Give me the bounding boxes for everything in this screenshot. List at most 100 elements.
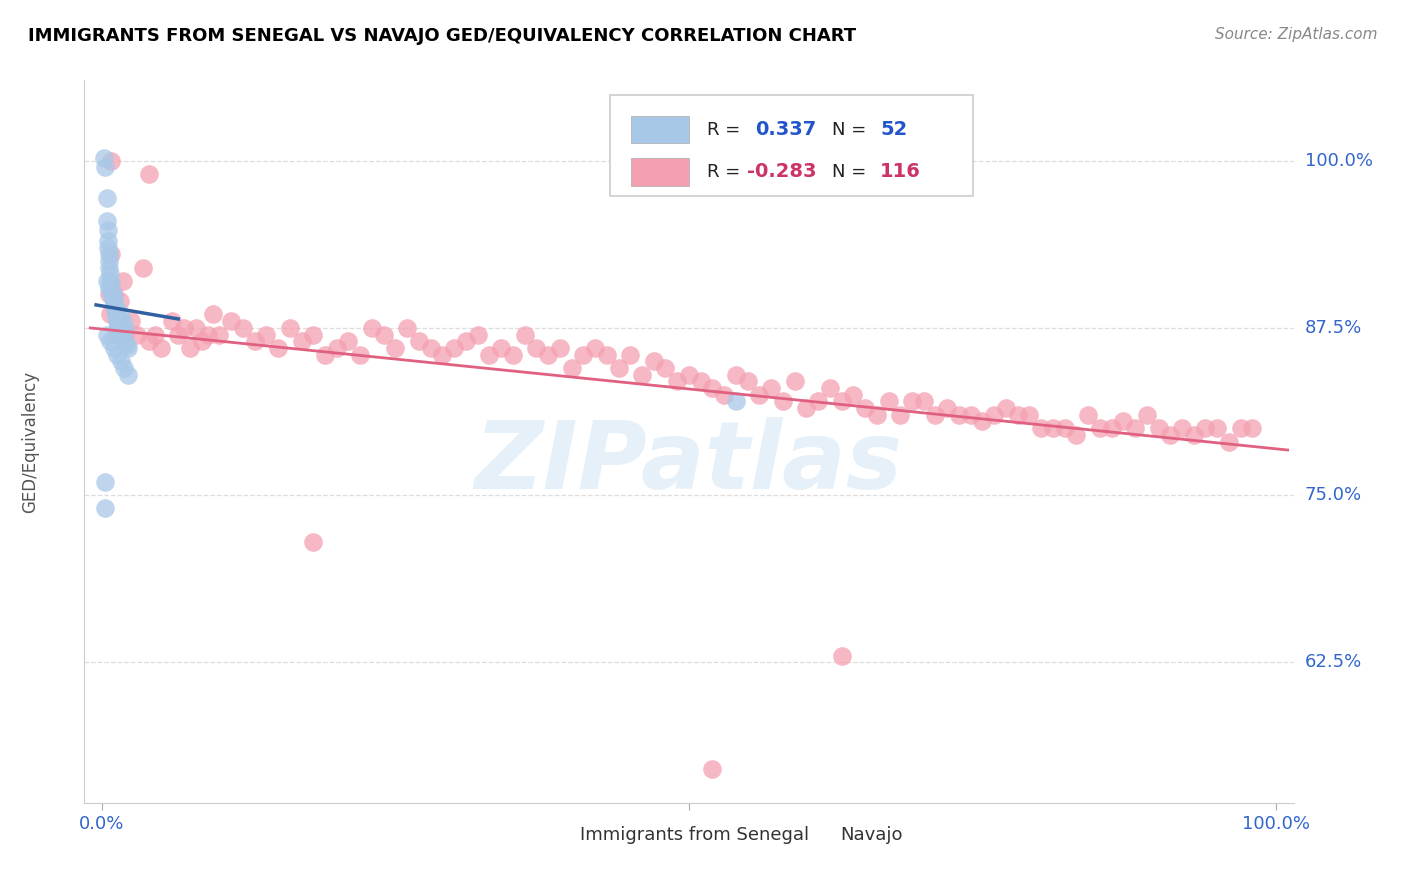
Point (807, 394, 830, 409)
Text: N =: N = (831, 120, 872, 138)
Text: Navajo: Navajo (841, 826, 903, 845)
Point (842, 388, 865, 402)
Point (103, 294, 125, 309)
Point (184, 321, 207, 335)
Point (583, 341, 606, 355)
Point (936, 401, 959, 416)
Point (197, 327, 219, 342)
Point (107, 317, 129, 331)
Point (115, 338, 138, 352)
Point (108, 307, 131, 322)
Point (101, 292, 124, 306)
Point (654, 361, 676, 376)
Point (98, 268, 121, 282)
Text: 100.0%: 100.0% (1305, 152, 1372, 169)
Point (132, 260, 155, 275)
Point (120, 314, 142, 328)
Point (1136, 408, 1159, 422)
Point (138, 334, 160, 349)
Point (143, 327, 166, 342)
Point (524, 341, 547, 355)
Point (1053, 421, 1076, 435)
Point (105, 301, 128, 315)
Point (972, 414, 994, 429)
Point (110, 325, 132, 339)
Point (100, 153, 122, 168)
Point (101, 287, 124, 301)
Text: IMMIGRANTS FROM SENEGAL VS NAVAJO GED/EQUIVALENCY CORRELATION CHART: IMMIGRANTS FROM SENEGAL VS NAVAJO GED/EQ… (28, 27, 856, 45)
Point (104, 301, 127, 315)
Text: N =: N = (831, 163, 872, 181)
Point (678, 368, 700, 382)
Point (103, 341, 125, 355)
Point (572, 348, 595, 362)
Text: 87.5%: 87.5% (1305, 318, 1362, 337)
Point (105, 314, 128, 328)
Point (98, 260, 121, 275)
Point (105, 327, 128, 342)
Bar (631, 158, 689, 186)
Point (98, 281, 121, 295)
Point (104, 303, 127, 318)
Point (513, 327, 536, 342)
Point (162, 314, 184, 328)
Point (702, 381, 724, 395)
Point (103, 294, 125, 309)
Point (1112, 414, 1135, 429)
Point (877, 394, 900, 409)
Point (278, 321, 301, 335)
Text: -0.283: -0.283 (747, 162, 817, 181)
Point (994, 401, 1017, 416)
Point (98, 307, 121, 322)
Point (561, 361, 583, 376)
Point (983, 408, 1005, 422)
Point (108, 294, 131, 309)
Point (96, 327, 118, 342)
Point (112, 333, 135, 347)
Point (100, 277, 122, 291)
Point (98, 274, 121, 288)
Point (537, 348, 560, 362)
Point (98, 287, 121, 301)
Point (737, 375, 759, 389)
Point (96, 214, 118, 228)
Point (98, 254, 121, 268)
Point (1147, 421, 1170, 435)
Point (243, 334, 266, 349)
Point (443, 341, 465, 355)
Point (96, 274, 118, 288)
Point (596, 348, 619, 362)
Point (117, 368, 139, 382)
Point (202, 307, 225, 322)
Point (959, 408, 981, 422)
Point (108, 322, 131, 336)
Point (396, 321, 419, 335)
Point (114, 321, 136, 335)
Point (713, 388, 735, 402)
Point (110, 354, 132, 368)
Point (105, 311, 128, 326)
Text: GED/Equivalency: GED/Equivalency (21, 370, 39, 513)
Point (419, 341, 441, 355)
Text: 116: 116 (880, 162, 921, 181)
Point (138, 167, 160, 181)
Point (97, 241, 120, 255)
Text: Source: ZipAtlas.com: Source: ZipAtlas.com (1215, 27, 1378, 42)
Point (111, 327, 134, 342)
Point (1007, 408, 1029, 422)
Point (1077, 408, 1099, 422)
Point (107, 319, 129, 334)
Point (1018, 408, 1040, 422)
Point (702, 763, 724, 777)
Point (361, 321, 384, 335)
Point (349, 348, 371, 362)
Point (373, 327, 395, 342)
Point (866, 408, 889, 422)
Point (97, 234, 120, 248)
Text: ZIPatlas: ZIPatlas (475, 417, 903, 509)
Point (96, 191, 118, 205)
Text: 62.5%: 62.5% (1305, 653, 1362, 672)
Point (100, 287, 122, 301)
Point (432, 348, 454, 362)
Text: Immigrants from Senegal: Immigrants from Senegal (581, 826, 810, 845)
